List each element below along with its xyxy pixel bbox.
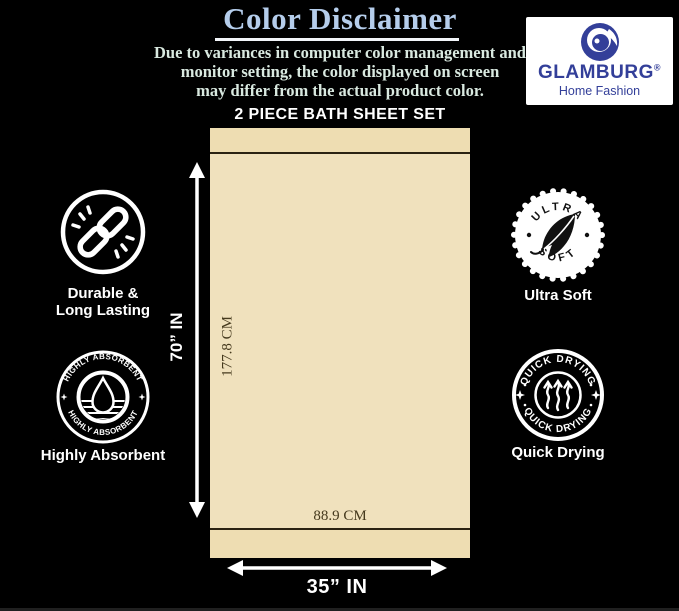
absorbent-label: Highly Absorbent [40, 447, 166, 464]
brand-logo-icon [580, 23, 619, 61]
brand-logo-box: GLAMBURG® Home Fashion [526, 17, 673, 105]
color-disclaimer-text: Due to variances in computer color manag… [110, 43, 570, 100]
drying-label: Quick Drying [511, 444, 605, 461]
disclaimer-line: may differ from the actual product color… [196, 81, 484, 100]
towel-top-band [210, 128, 470, 152]
soft-label: Ultra Soft [524, 287, 592, 304]
registered-mark: ® [653, 62, 662, 73]
towel-top-seam [210, 152, 470, 154]
steam-arrows-badge: QUICK DRYING QUICK DRYING [512, 349, 604, 441]
towel-bottom-seam [210, 528, 470, 530]
brand-name: GLAMBURG® [537, 62, 662, 83]
brand-tagline: Home Fashion [558, 84, 641, 98]
chain-link-icon [60, 189, 146, 275]
disclaimer-line: monitor setting, the color displayed on … [180, 62, 500, 81]
width-in-label: 35” IN [306, 576, 368, 598]
feather-badge: ULTRA SOFT [511, 188, 605, 282]
product-set-label: 2 PIECE BATH SHEET SET [234, 106, 446, 123]
water-drop-badge: HIGHLY ABSORBENT HIGHLY ABSORBENT [56, 350, 150, 444]
towel-illustration [210, 128, 470, 558]
title-underline [215, 38, 459, 41]
durable-label: Durable & Long Lasting [55, 285, 151, 319]
width-cm-label: 88.9 CM [313, 508, 367, 524]
width-dimension-arrow [227, 560, 447, 576]
height-cm-label: 177.8 CM [219, 316, 236, 377]
page-title: Color Disclaimer [223, 1, 457, 36]
height-dimension-arrow [189, 162, 205, 518]
towel-bottom-band [210, 530, 470, 558]
bottom-edge-strip [0, 608, 679, 611]
disclaimer-line: Due to variances in computer color manag… [154, 43, 526, 62]
